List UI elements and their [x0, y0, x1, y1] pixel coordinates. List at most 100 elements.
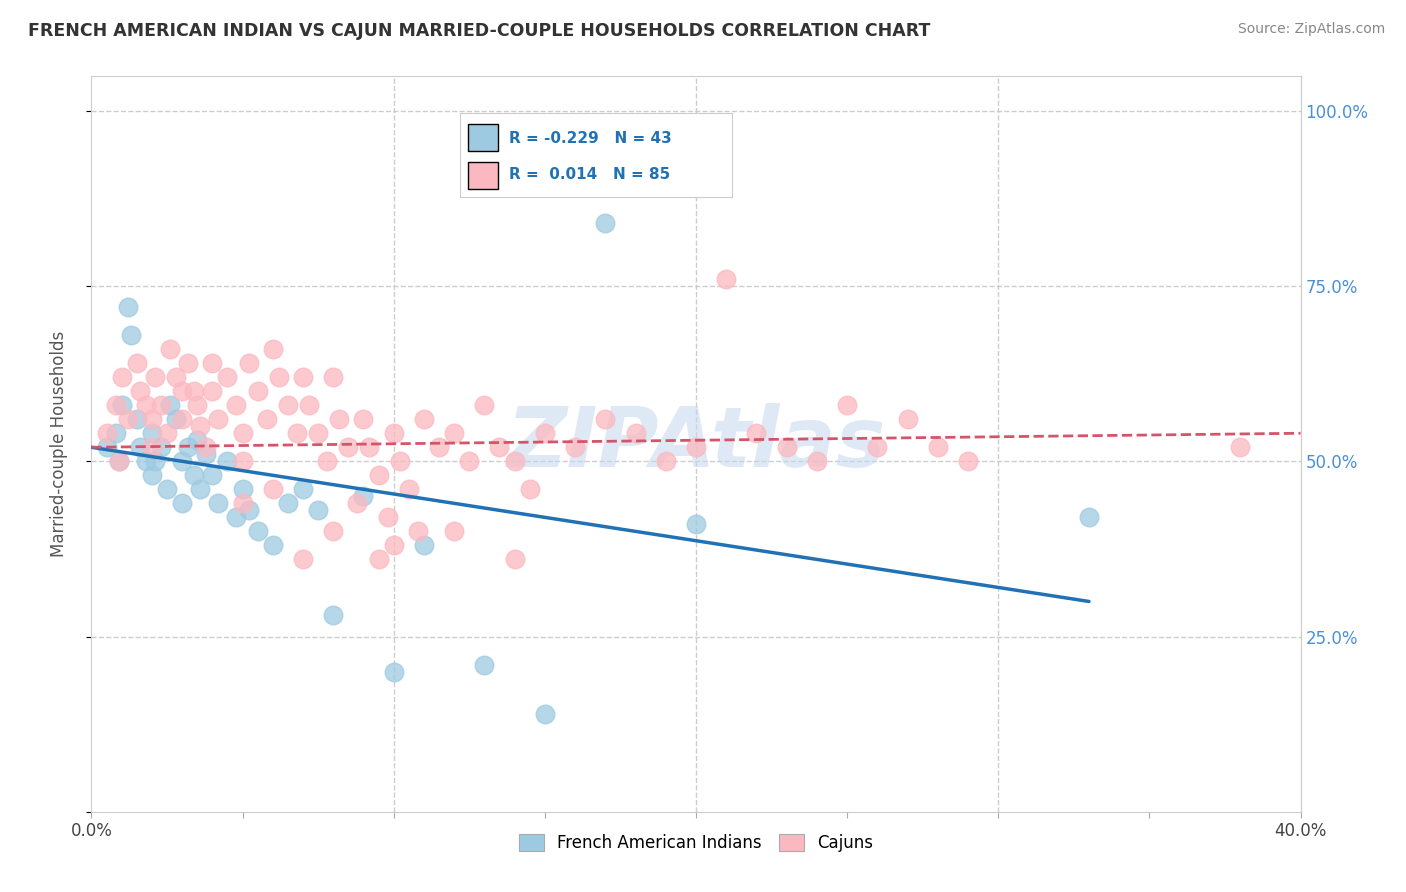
- Point: [262, 483, 284, 497]
- Point: [685, 517, 707, 532]
- Point: [927, 440, 949, 454]
- Point: [186, 398, 208, 412]
- Point: [225, 398, 247, 412]
- Point: [595, 412, 617, 426]
- Point: [195, 447, 218, 461]
- Point: [107, 454, 129, 468]
- Point: [503, 552, 526, 566]
- Point: [231, 454, 253, 468]
- Point: [159, 398, 181, 412]
- Point: [172, 412, 194, 426]
- Point: [262, 538, 284, 552]
- Point: [149, 440, 172, 454]
- Point: [238, 356, 260, 370]
- Point: [172, 384, 194, 399]
- Point: [352, 412, 374, 426]
- Point: [352, 489, 374, 503]
- Point: [207, 412, 229, 426]
- Point: [624, 426, 647, 441]
- Point: [776, 440, 799, 454]
- Point: [285, 426, 308, 441]
- Point: [956, 454, 979, 468]
- Text: ZIPAtlas: ZIPAtlas: [506, 403, 886, 484]
- Point: [488, 440, 510, 454]
- Point: [519, 483, 541, 497]
- Point: [125, 412, 148, 426]
- Point: [337, 440, 360, 454]
- Point: [382, 665, 405, 679]
- Point: [201, 356, 224, 370]
- Text: Source: ZipAtlas.com: Source: ZipAtlas.com: [1237, 22, 1385, 37]
- Point: [897, 412, 920, 426]
- Legend: French American Indians, Cajuns: French American Indians, Cajuns: [512, 827, 880, 859]
- Point: [256, 412, 278, 426]
- Point: [262, 342, 284, 356]
- Point: [443, 524, 465, 539]
- Point: [307, 503, 329, 517]
- Point: [135, 454, 157, 468]
- Point: [298, 398, 321, 412]
- Point: [201, 384, 224, 399]
- Point: [104, 398, 127, 412]
- Point: [231, 483, 253, 497]
- Point: [207, 496, 229, 510]
- Point: [128, 440, 150, 454]
- Point: [714, 272, 737, 286]
- Point: [377, 510, 399, 524]
- Point: [367, 468, 389, 483]
- Point: [534, 426, 557, 441]
- Point: [111, 370, 132, 384]
- Point: [595, 216, 617, 230]
- Point: [186, 434, 208, 448]
- Text: FRENCH AMERICAN INDIAN VS CAJUN MARRIED-COUPLE HOUSEHOLDS CORRELATION CHART: FRENCH AMERICAN INDIAN VS CAJUN MARRIED-…: [28, 22, 931, 40]
- Point: [156, 426, 179, 441]
- Point: [231, 426, 253, 441]
- Point: [316, 454, 339, 468]
- Point: [292, 370, 315, 384]
- Point: [183, 384, 205, 399]
- Point: [141, 426, 163, 441]
- Point: [277, 496, 299, 510]
- Point: [503, 454, 526, 468]
- Point: [359, 440, 381, 454]
- Point: [141, 412, 163, 426]
- Point: [149, 398, 172, 412]
- Point: [406, 524, 429, 539]
- Point: [307, 426, 329, 441]
- Point: [685, 440, 707, 454]
- Point: [172, 454, 194, 468]
- Point: [172, 496, 194, 510]
- Point: [201, 468, 224, 483]
- Point: [398, 483, 420, 497]
- Point: [231, 496, 253, 510]
- Point: [217, 454, 239, 468]
- Point: [107, 454, 129, 468]
- Point: [382, 426, 405, 441]
- Point: [135, 398, 157, 412]
- Point: [120, 328, 142, 343]
- Point: [458, 454, 481, 468]
- Point: [156, 483, 179, 497]
- Point: [177, 356, 200, 370]
- Point: [292, 552, 315, 566]
- Point: [246, 384, 269, 399]
- Point: [141, 440, 163, 454]
- Point: [111, 398, 132, 412]
- Point: [866, 440, 889, 454]
- Point: [472, 398, 495, 412]
- Point: [246, 524, 269, 539]
- Point: [382, 538, 405, 552]
- Y-axis label: Married-couple Households: Married-couple Households: [49, 331, 67, 557]
- Point: [128, 384, 150, 399]
- Point: [346, 496, 368, 510]
- Point: [443, 426, 465, 441]
- Point: [292, 483, 315, 497]
- Point: [328, 412, 350, 426]
- Point: [1229, 440, 1251, 454]
- Point: [143, 454, 166, 468]
- Point: [195, 440, 218, 454]
- Point: [165, 370, 187, 384]
- Point: [277, 398, 299, 412]
- Point: [238, 503, 260, 517]
- Point: [367, 552, 389, 566]
